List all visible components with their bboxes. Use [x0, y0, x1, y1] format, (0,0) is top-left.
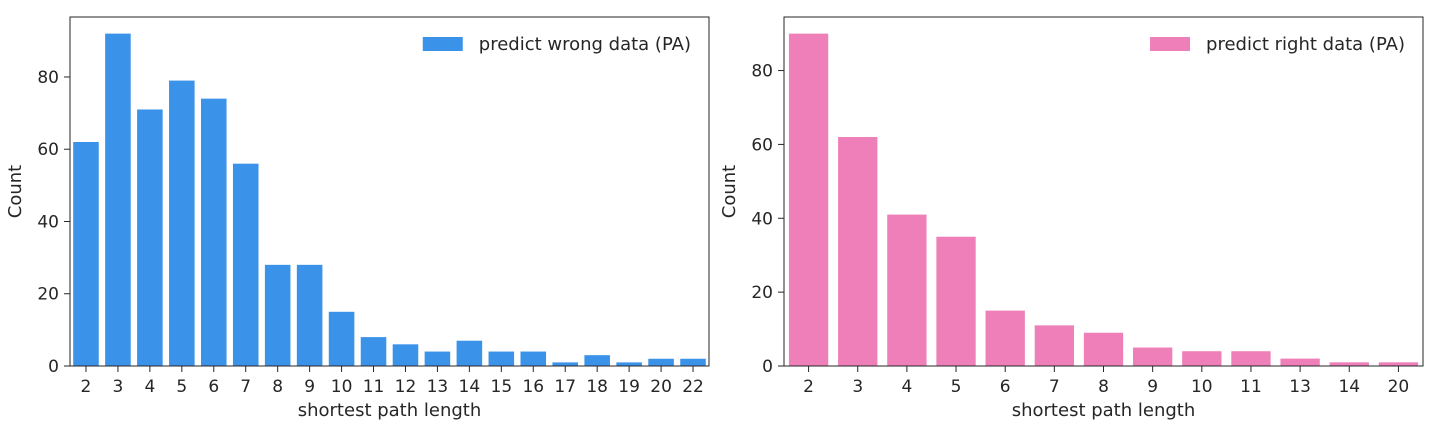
x-tick-label: 8 — [272, 377, 283, 397]
bar — [328, 311, 355, 366]
bar — [584, 355, 610, 366]
x-tick-label: 17 — [554, 377, 576, 397]
bar — [616, 362, 642, 366]
bar — [1378, 362, 1419, 366]
x-tick-label: 15 — [491, 377, 513, 397]
bar — [838, 137, 878, 366]
legend: predict right data (PA) — [1150, 34, 1405, 55]
y-tick-label: 60 — [751, 135, 773, 155]
bar — [232, 163, 259, 366]
x-tick-label: 4 — [144, 377, 155, 397]
bar — [887, 214, 927, 366]
bar — [552, 362, 579, 366]
bar — [200, 98, 227, 367]
bar — [788, 33, 829, 366]
x-tick-label: 7 — [1049, 377, 1060, 397]
x-tick-label: 9 — [304, 377, 315, 397]
x-tick-label: 18 — [586, 377, 608, 397]
bar — [360, 337, 387, 366]
x-axis-label: shortest path length — [298, 400, 482, 421]
x-tick-label: 2 — [81, 377, 92, 397]
y-tick-label: 40 — [37, 212, 59, 232]
legend-swatch — [422, 37, 463, 51]
x-tick-label: 3 — [113, 377, 124, 397]
bar — [456, 340, 483, 366]
y-tick-label: 20 — [37, 285, 59, 305]
bar — [169, 80, 195, 366]
bar — [1329, 362, 1369, 366]
x-tick-label: 7 — [240, 377, 251, 397]
legend-swatch — [1150, 37, 1191, 51]
x-tick-label: 10 — [331, 377, 353, 397]
x-tick-label: 10 — [1191, 377, 1213, 397]
x-tick-label: 2 — [803, 377, 814, 397]
x-tick-label: 13 — [1289, 377, 1311, 397]
y-axis-label: Count — [5, 165, 26, 218]
x-tick-label: 22 — [682, 377, 704, 397]
y-tick-label: 0 — [48, 357, 59, 377]
bar — [264, 264, 291, 366]
bar — [73, 142, 99, 366]
axes-frame — [69, 16, 710, 367]
bar — [488, 351, 515, 366]
x-tick-label: 11 — [363, 377, 385, 397]
legend-label: predict wrong data (PA) — [479, 34, 691, 55]
x-axis-label: shortest path length — [1012, 400, 1196, 421]
x-tick-label: 13 — [427, 377, 449, 397]
bar — [1231, 351, 1271, 366]
y-tick-label: 0 — [762, 357, 773, 377]
y-tick-label: 20 — [751, 283, 773, 303]
y-axis-label: Count — [719, 165, 740, 218]
bar — [105, 33, 131, 366]
x-tick-label: 20 — [1388, 377, 1410, 397]
x-tick-label: 3 — [852, 377, 863, 397]
x-tick-label: 12 — [395, 377, 417, 397]
x-tick-label: 19 — [618, 377, 640, 397]
bar — [1280, 358, 1320, 366]
x-tick-label: 14 — [1338, 377, 1360, 397]
bar — [424, 351, 451, 366]
bar — [680, 358, 706, 366]
y-tick-label: 40 — [751, 209, 773, 229]
bar — [1132, 347, 1173, 366]
bar — [296, 264, 323, 366]
bar — [648, 358, 674, 366]
bar — [1182, 351, 1222, 366]
x-tick-label: 8 — [1098, 377, 1109, 397]
x-tick-label: 4 — [901, 377, 912, 397]
legend: predict wrong data (PA) — [422, 34, 691, 55]
axes-frame — [783, 16, 1424, 367]
x-tick-label: 6 — [208, 377, 219, 397]
chart-panel-left: 2 3 4 5 6 7 8 9 10 11 12 13 14 15 16 17 18 19 20 22 0 20 40 60 8… — [5, 16, 710, 421]
x-tick-label: 14 — [459, 377, 481, 397]
y-tick-label: 80 — [37, 68, 59, 88]
legend-label: predict right data (PA) — [1206, 34, 1405, 55]
bar — [392, 344, 419, 366]
y-tick-label: 80 — [751, 62, 773, 82]
x-tick-label: 20 — [650, 377, 672, 397]
bar — [936, 236, 976, 366]
x-tick-label: 5 — [176, 377, 187, 397]
x-tick-label: 5 — [951, 377, 962, 397]
bar — [1083, 332, 1124, 366]
chart-panel-right: 2 3 4 5 6 7 8 9 10 11 13 14 20 0 20 40 60 80 shortest path… — [719, 16, 1424, 421]
x-tick-label: 9 — [1147, 377, 1158, 397]
y-tick-label: 60 — [37, 140, 59, 160]
bar — [1034, 325, 1075, 366]
x-tick-label: 6 — [1000, 377, 1011, 397]
bar — [985, 310, 1025, 366]
x-tick-label: 11 — [1240, 377, 1262, 397]
bar — [137, 109, 163, 366]
x-tick-label: 16 — [522, 377, 544, 397]
bar — [520, 351, 547, 366]
